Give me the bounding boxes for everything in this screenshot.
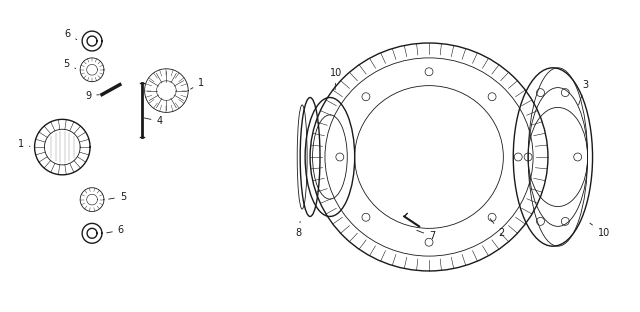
Text: 1: 1: [18, 139, 30, 149]
Text: 7: 7: [417, 230, 435, 241]
Text: 9: 9: [85, 90, 99, 100]
Text: 6: 6: [64, 29, 77, 40]
Text: 5: 5: [63, 59, 76, 69]
Text: 4: 4: [144, 116, 163, 126]
Text: 8: 8: [295, 222, 301, 238]
Text: 5: 5: [109, 192, 126, 202]
Text: 3: 3: [579, 80, 589, 105]
Text: 1: 1: [191, 78, 204, 89]
Text: 10: 10: [590, 223, 610, 238]
Text: 10: 10: [330, 68, 342, 90]
Text: 2: 2: [490, 219, 505, 238]
Text: 6: 6: [107, 225, 124, 235]
